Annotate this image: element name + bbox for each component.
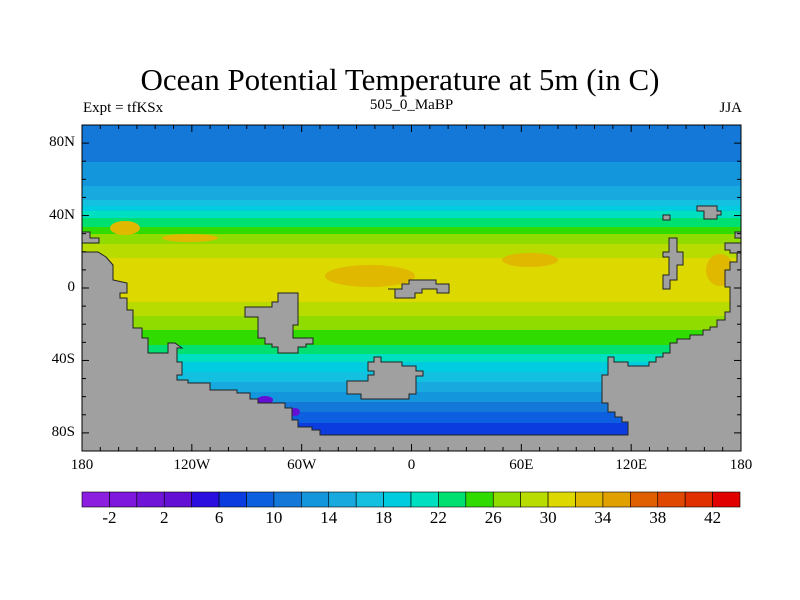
temperature-band <box>82 354 741 363</box>
colorbar-label: 26 <box>484 508 502 527</box>
y-tick-label: 40S <box>51 351 75 368</box>
colorbar-box <box>465 491 494 508</box>
colorbar-label: 18 <box>375 508 393 527</box>
x-tick-label: 180 <box>70 457 94 473</box>
land-small-island <box>662 214 671 221</box>
chart-title: Ocean Potential Temperature at 5m (in C) <box>140 62 660 97</box>
warm-patch <box>325 265 415 287</box>
land-india-arabia <box>388 279 450 299</box>
temperature-band <box>82 316 741 331</box>
temperature-band <box>82 392 741 403</box>
x-tick-label: 60W <box>287 457 317 473</box>
colorbar-box <box>383 491 412 508</box>
colorbar-box <box>630 491 659 508</box>
temperature-band <box>82 162 741 187</box>
y-tick-label: 0 <box>67 279 76 295</box>
subtitle-experiment: Expt = tfKSx <box>83 100 164 116</box>
temperature-band <box>82 206 741 212</box>
colorbar-box <box>328 491 357 508</box>
colorbar-box <box>520 491 549 508</box>
land-americas-antarctica-asia <box>81 251 742 452</box>
colorbar-box <box>109 491 138 508</box>
colorbar-box <box>438 491 467 508</box>
colorbar-label: 6 <box>214 508 224 527</box>
colorbar-box <box>136 491 165 508</box>
temperature-band <box>82 186 741 201</box>
colorbar-label: 10 <box>265 508 283 527</box>
colorbar-box <box>355 491 384 508</box>
y-tick-label: 80S <box>51 423 75 440</box>
temperature-band <box>82 200 741 207</box>
colorbar-box <box>492 491 521 508</box>
x-tick-label: 0 <box>407 457 416 473</box>
colorbar-label: 2 <box>160 508 169 527</box>
land-islands-north <box>696 205 722 220</box>
x-tick-label: 120W <box>173 457 211 473</box>
colorbar-label: 30 <box>539 508 557 527</box>
colorbar-label: -2 <box>102 508 117 527</box>
land-africa <box>346 356 424 400</box>
colorbar-label: 38 <box>649 508 667 527</box>
x-tick-label: 60E <box>509 457 534 473</box>
colorbar-box <box>575 491 604 508</box>
colorbar-label: 14 <box>320 508 338 527</box>
colorbar-box <box>602 491 631 508</box>
colorbar-label: 22 <box>429 508 447 527</box>
colorbar-box <box>410 491 439 508</box>
colorbar-box <box>218 491 247 508</box>
cold-patch <box>257 396 273 404</box>
temperature-band <box>82 218 741 228</box>
temperature-band <box>82 330 741 346</box>
y-tick-label: 80N <box>49 134 75 151</box>
colorbar-box <box>301 491 330 508</box>
temperature-band <box>82 302 741 317</box>
colorbar-label: 34 <box>594 508 612 527</box>
temperature-band <box>82 211 741 219</box>
subtitle-period: 505_0_MaBP <box>369 97 454 113</box>
temperature-band <box>82 227 741 235</box>
x-tick-label: 180 <box>729 457 753 473</box>
warm-patch <box>502 253 558 267</box>
x-tick-label: 120E <box>615 457 647 473</box>
warm-patch <box>162 234 218 242</box>
colorbar-box <box>246 491 275 508</box>
colorbar-box <box>81 491 110 508</box>
subtitle-season: JJA <box>719 100 742 116</box>
colorbar-box <box>163 491 192 508</box>
land-south-america <box>244 292 314 354</box>
colorbar-box <box>712 491 741 508</box>
colorbar-label: 42 <box>704 508 722 527</box>
temperature-band <box>82 402 741 413</box>
land-island-chain <box>662 237 684 290</box>
warm-patch <box>110 221 140 235</box>
colorbar-box <box>273 491 302 508</box>
temperature-band <box>82 244 741 259</box>
temperature-band <box>82 345 741 355</box>
colorbar-box <box>191 491 220 508</box>
colorbar-box <box>684 491 713 508</box>
temperature-band <box>82 234 741 245</box>
colorbar-box <box>547 491 576 508</box>
colorbar-box <box>657 491 686 508</box>
y-tick-label: 40N <box>49 206 75 223</box>
